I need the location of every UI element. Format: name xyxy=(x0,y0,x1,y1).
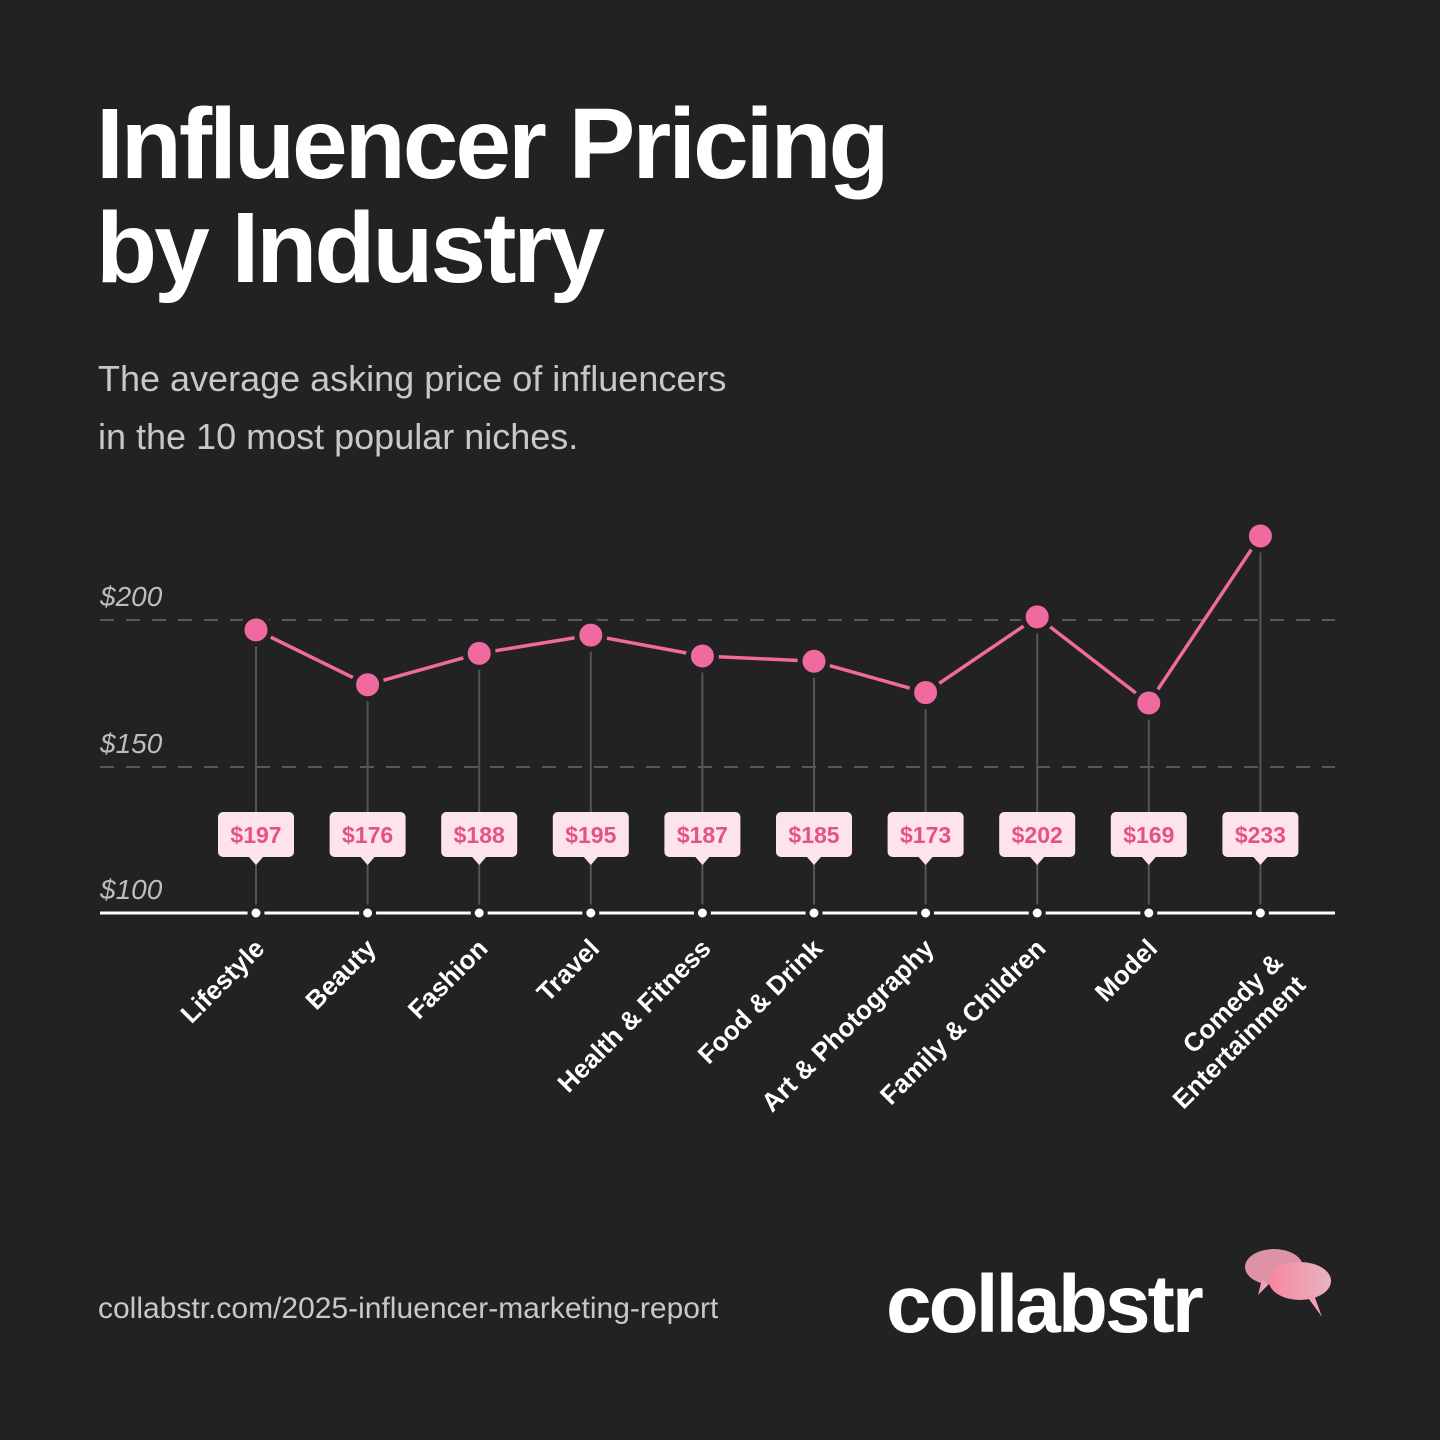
title-line-1: Influencer Pricing xyxy=(96,88,890,200)
data-label-box xyxy=(1222,812,1299,857)
y-tick-label: $200 xyxy=(99,581,163,612)
data-label-box xyxy=(218,812,294,857)
x-category-label: Beauty xyxy=(299,933,382,1016)
data-label-box xyxy=(999,812,1076,857)
x-category-label: Fashion xyxy=(402,933,494,1025)
data-label-pointer xyxy=(1141,857,1156,865)
x-category-label: Lifestyle xyxy=(174,933,270,1029)
x-category-label: Travel xyxy=(531,933,605,1007)
data-label-pointer xyxy=(583,857,598,865)
data-label-pointer xyxy=(1030,857,1045,865)
x-category-label-line: Lifestyle xyxy=(174,933,270,1029)
axis-tick-dot xyxy=(359,904,377,922)
data-label: $233 xyxy=(1222,812,1299,865)
data-label-text: $173 xyxy=(900,822,951,848)
data-label: $173 xyxy=(887,812,964,865)
data-point xyxy=(1020,600,1054,634)
data-label-text: $176 xyxy=(342,822,393,848)
axis-tick-dot xyxy=(917,904,935,922)
data-label-pointer xyxy=(360,857,375,865)
data-label-pointer xyxy=(918,857,933,865)
axis-tick-dot xyxy=(805,904,823,922)
data-label-box xyxy=(441,812,518,857)
axis-tick-dot xyxy=(470,904,488,922)
x-category-label-line: Travel xyxy=(531,933,605,1007)
data-label: $197 xyxy=(218,812,294,865)
source-url: collabstr.com/2025-influencer-marketing-… xyxy=(98,1292,719,1325)
y-tick-label: $100 xyxy=(99,874,163,905)
data-label-box xyxy=(1110,812,1187,857)
data-label-text: $169 xyxy=(1123,822,1174,848)
data-label-box xyxy=(776,812,852,857)
data-point xyxy=(797,644,831,678)
data-label-pointer xyxy=(472,857,487,865)
data-label: $187 xyxy=(664,812,741,865)
data-label-pointer xyxy=(1253,857,1268,865)
data-label: $185 xyxy=(776,812,852,865)
subtitle-line-2: in the 10 most popular niches. xyxy=(98,416,579,457)
data-point xyxy=(685,639,719,673)
data-point xyxy=(462,636,496,670)
x-category-label: Comedy &Entertainment xyxy=(1144,947,1312,1115)
data-label-text: $202 xyxy=(1012,822,1063,848)
speech-bubbles-icon xyxy=(1245,1249,1331,1317)
data-point xyxy=(574,618,608,652)
axis-tick-dot xyxy=(1028,904,1046,922)
data-point xyxy=(909,676,943,710)
data-point xyxy=(1132,686,1166,720)
data-label-text: $197 xyxy=(230,822,281,848)
x-category-label-line: Fashion xyxy=(402,933,494,1025)
axis-tick-dot xyxy=(1140,904,1158,922)
axis-tick-dot xyxy=(693,904,711,922)
x-category-label-line: Model xyxy=(1089,933,1163,1007)
data-label-box xyxy=(664,812,741,857)
data-label-pointer xyxy=(807,857,821,865)
axis-tick-dot xyxy=(1251,904,1269,922)
data-label: $188 xyxy=(441,812,518,865)
data-label-text: $188 xyxy=(454,822,505,848)
data-label-box xyxy=(552,812,629,857)
data-label-text: $233 xyxy=(1235,822,1286,848)
chart-title: Influencer Pricing by Industry xyxy=(96,92,890,300)
axis-tick-dot xyxy=(582,904,600,922)
title-line-2: by Industry xyxy=(96,192,605,304)
series-line xyxy=(255,534,1262,706)
collabstr-logo: collabstr xyxy=(886,1259,1204,1350)
data-label-box xyxy=(329,812,406,857)
data-label: $176 xyxy=(329,812,406,865)
data-label-pointer xyxy=(249,857,263,865)
data-label-text: $195 xyxy=(565,822,616,848)
subtitle-line-1: The average asking price of influencers xyxy=(98,358,727,399)
y-tick-label: $150 xyxy=(99,728,163,759)
data-label-text: $187 xyxy=(677,822,728,848)
chart-subtitle: The average asking price of influencers i… xyxy=(98,350,898,466)
axis-tick-dot xyxy=(247,904,265,922)
data-label-pointer xyxy=(695,857,710,865)
x-category-label-line: Beauty xyxy=(299,933,382,1016)
data-point xyxy=(351,668,385,702)
data-point xyxy=(239,613,273,647)
data-label-text: $185 xyxy=(788,822,839,848)
data-label-box xyxy=(887,812,964,857)
data-point xyxy=(1243,519,1277,553)
data-label: $195 xyxy=(552,812,629,865)
data-label: $169 xyxy=(1110,812,1187,865)
x-category-label: Model xyxy=(1089,933,1163,1007)
data-label: $202 xyxy=(999,812,1076,865)
